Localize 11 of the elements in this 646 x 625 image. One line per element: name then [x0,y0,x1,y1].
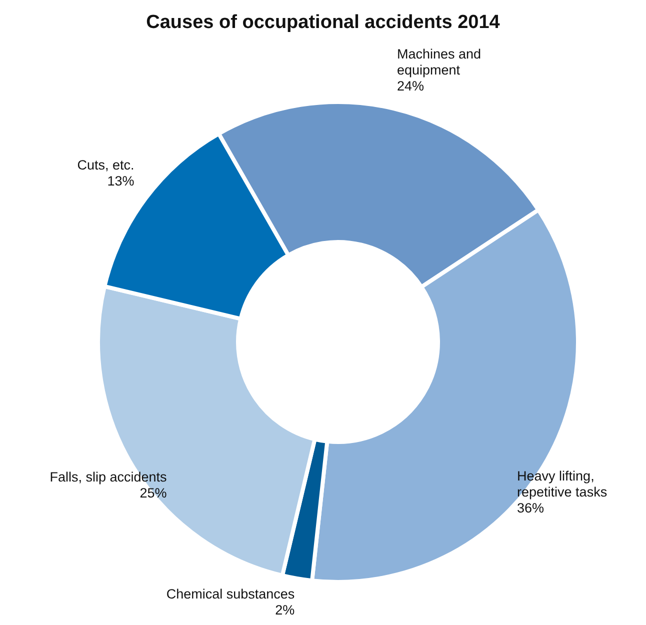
slice-label: Falls, slip accidents [50,469,168,484]
slice-label: Heavy lifting, repetitive tasks [517,468,608,500]
data-label: 24% [396,78,424,94]
data-label: 13% [107,174,134,189]
slice-label: Cuts, etc. [77,158,134,173]
slice-label: Chemical substances [166,586,295,602]
slice-label: Machines and equipment [396,46,482,78]
data-label: 36% [517,500,544,516]
data-label: 2% [275,602,295,618]
chart-title: Causes of occupational accidents 2014 [146,12,500,33]
data-label: 25% [140,485,167,500]
